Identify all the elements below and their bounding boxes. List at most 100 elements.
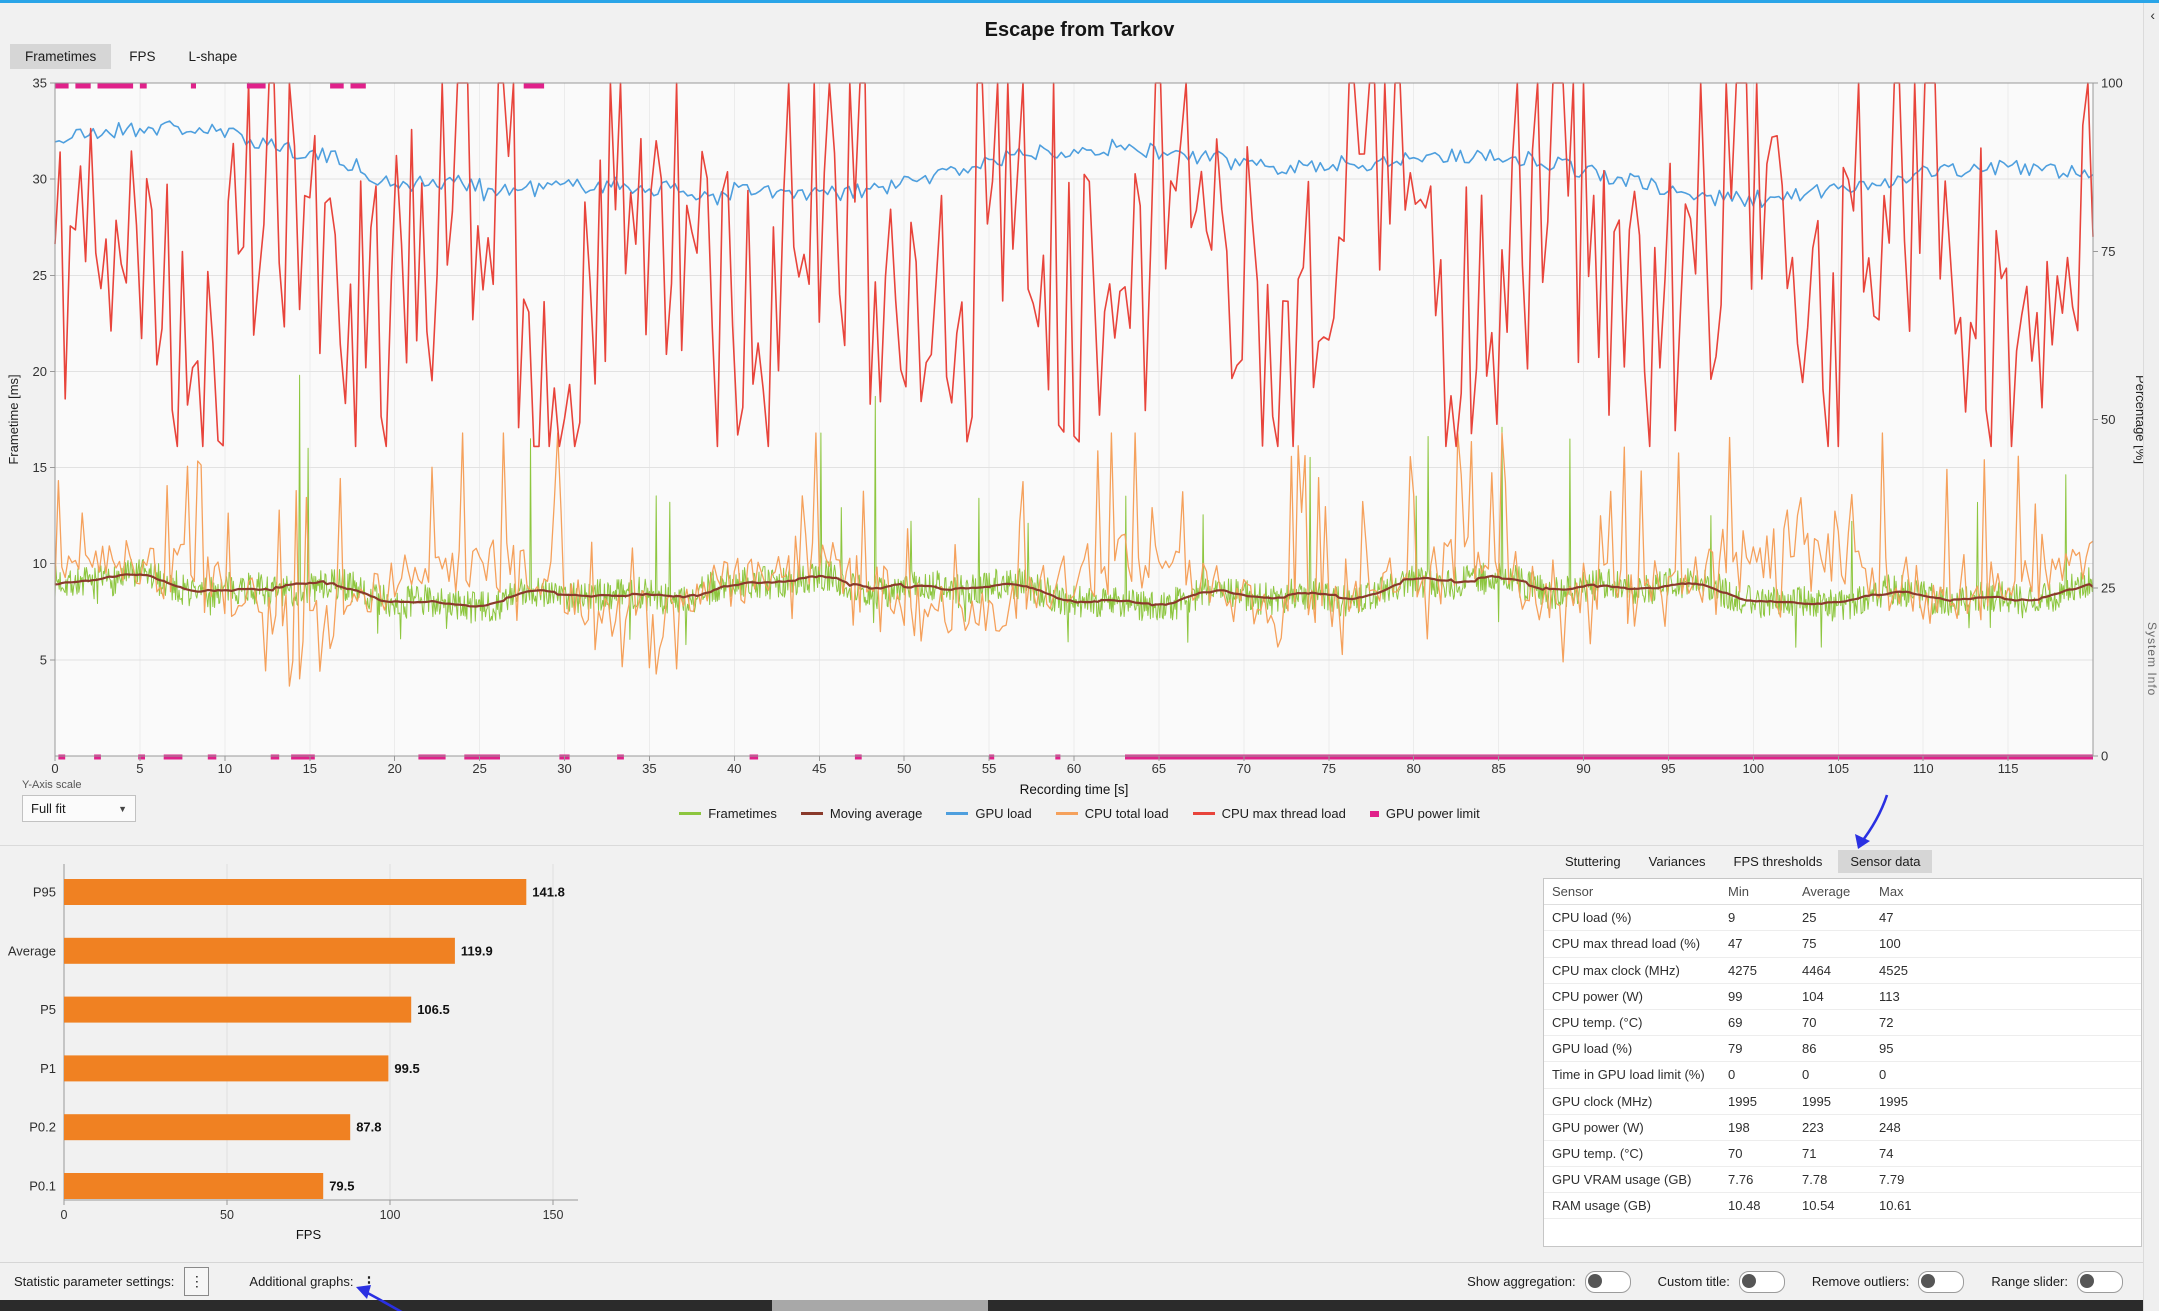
- svg-text:30: 30: [557, 761, 571, 776]
- svg-text:10: 10: [218, 761, 232, 776]
- svg-text:105: 105: [1827, 761, 1849, 776]
- frametime-chart[interactable]: 5 10 15 20 25 30 35 0 25 50 75 100 0 5 10 15 20 25 30 35 40 4…: [0, 72, 2159, 812]
- toggle-label: Show aggregation:: [1467, 1274, 1576, 1289]
- sensor-cell: 71: [1802, 1145, 1817, 1161]
- sensor-cell: 1995: [1802, 1093, 1831, 1109]
- additional-graphs-button[interactable]: ⋮: [361, 1273, 376, 1291]
- sensor-cell: 10.54: [1802, 1198, 1835, 1214]
- sensor-row-gpu-temp-c: GPU temp. (°C) 70 71 74: [1544, 1141, 2141, 1168]
- analysis-tab-fps-thresholds[interactable]: FPS thresholds: [1733, 854, 1823, 869]
- kebab-icon: ⋮: [189, 1273, 204, 1289]
- svg-text:85: 85: [1491, 761, 1505, 776]
- svg-text:30: 30: [33, 172, 47, 187]
- svg-text:95: 95: [1661, 761, 1675, 776]
- sensor-col-header: Max: [1879, 884, 1904, 900]
- bottom-edge-light-segment: [772, 1300, 988, 1311]
- svg-text:45: 45: [812, 761, 826, 776]
- svg-text:100: 100: [380, 1208, 401, 1222]
- sensor-cell: 86: [1802, 1041, 1817, 1057]
- sensor-cell: 79: [1728, 1041, 1743, 1057]
- sensor-cell: 75: [1802, 936, 1817, 952]
- legend-item-frametimes: Frametimes: [679, 806, 777, 821]
- sensor-cell: CPU load (%): [1552, 910, 1632, 926]
- legend-label: CPU max thread load: [1221, 806, 1346, 821]
- y-axis-scale-combobox[interactable]: Full fit ▼: [22, 795, 136, 822]
- svg-text:70: 70: [1237, 761, 1251, 776]
- sensor-cell: 69: [1728, 1015, 1743, 1031]
- toggle-group-custom-title: Custom title:: [1658, 1270, 1785, 1293]
- tab-l-shape[interactable]: L-shape: [188, 49, 238, 64]
- tab-frametimes[interactable]: Frametimes: [10, 44, 112, 69]
- svg-text:P0.1: P0.1: [29, 1179, 56, 1194]
- sensor-cell: 223: [1802, 1119, 1824, 1135]
- toggle-switch-custom-title[interactable]: [1738, 1270, 1785, 1293]
- sensor-cell: 10.48: [1728, 1198, 1761, 1214]
- sensor-cell: 95: [1879, 1041, 1894, 1057]
- tab-fps[interactable]: FPS: [129, 49, 156, 64]
- svg-text:99.5: 99.5: [394, 1061, 419, 1076]
- statistic-parameter-settings-button[interactable]: ⋮: [184, 1267, 210, 1296]
- toggle-knob: [1587, 1273, 1602, 1288]
- legend-item-moving-average: Moving average: [800, 806, 922, 821]
- sensor-row-time-in-gpu-load-limit: Time in GPU load limit (%) 0 0 0: [1544, 1062, 2141, 1089]
- toggle-knob: [2080, 1273, 2094, 1288]
- svg-text:110: 110: [1913, 761, 1934, 776]
- sensor-cell: 47: [1879, 910, 1894, 926]
- sensor-cell: 4464: [1802, 962, 1831, 978]
- y-axis-scale-control: Y-Axis scale Full fit ▼: [22, 779, 136, 822]
- sensor-cell: 248: [1879, 1119, 1901, 1135]
- sensor-cell: RAM usage (GB): [1552, 1198, 1651, 1214]
- svg-text:P1: P1: [40, 1061, 56, 1076]
- svg-text:15: 15: [303, 761, 317, 776]
- collapse-panel-icon[interactable]: ‹: [2150, 7, 2155, 23]
- y-axis-scale-value: Full fit: [31, 801, 66, 816]
- analysis-tab-variances[interactable]: Variances: [1648, 854, 1706, 869]
- sensor-col-header: Min: [1728, 884, 1749, 900]
- toggle-switch-remove-outliers[interactable]: [1918, 1270, 1965, 1293]
- sensor-cell: 9: [1728, 910, 1736, 926]
- sensor-cell: 99: [1728, 988, 1743, 1004]
- svg-text:35: 35: [33, 76, 47, 91]
- sensor-cell: GPU load (%): [1552, 1041, 1633, 1057]
- analysis-tab-stuttering[interactable]: Stuttering: [1565, 854, 1621, 869]
- svg-text:55: 55: [982, 761, 996, 776]
- sensor-row-gpu-clock-mhz: GPU clock (MHz) 1995 1995 1995: [1544, 1089, 2141, 1115]
- svg-text:P0.2: P0.2: [29, 1120, 56, 1135]
- sensor-col-header: Sensor: [1552, 884, 1594, 900]
- svg-text:Recording time [s]: Recording time [s]: [1020, 782, 1129, 797]
- toggle-group-remove-outliers: Remove outliers:: [1812, 1270, 1965, 1293]
- side-panel-rail: [2143, 0, 2159, 1311]
- sensor-row-cpu-max-thread-load: CPU max thread load (%) 47 75 100: [1544, 931, 2141, 958]
- svg-text:20: 20: [33, 364, 47, 379]
- sensor-row-cpu-temp-c: CPU temp. (°C) 69 70 72: [1544, 1010, 2141, 1037]
- analysis-tab-bar: Stuttering Variances FPS thresholds Sensor …: [1553, 850, 2141, 873]
- sensor-cell: 4275: [1728, 962, 1757, 978]
- svg-text:90: 90: [1576, 761, 1590, 776]
- legend-item-cpu-total-load: CPU total load: [1055, 806, 1169, 821]
- sensor-row-cpu-load: CPU load (%) 9 25 47: [1544, 905, 2141, 932]
- section-divider: [0, 845, 2159, 846]
- svg-text:79.5: 79.5: [329, 1179, 354, 1194]
- analysis-panel: Stuttering Variances FPS thresholds Sensor …: [1540, 850, 2142, 1250]
- svg-text:106.5: 106.5: [417, 1002, 450, 1017]
- svg-text:10: 10: [33, 556, 47, 571]
- toggle-group-show-aggregation: Show aggregation:: [1467, 1270, 1631, 1293]
- chart-tab-bar: Frametimes FPS L-shape: [10, 44, 252, 69]
- legend-label: CPU total load: [1084, 806, 1169, 821]
- sensor-row-gpu-vram-usage-gb: GPU VRAM usage (GB) 7.76 7.78 7.79: [1544, 1167, 2141, 1194]
- legend-swatch: [679, 812, 702, 815]
- svg-text:119.9: 119.9: [461, 943, 493, 958]
- svg-text:FPS: FPS: [296, 1227, 322, 1242]
- system-info-tab[interactable]: System Info: [2145, 622, 2159, 697]
- sensor-cell: 100: [1879, 936, 1901, 952]
- chevron-down-icon: ▼: [118, 803, 127, 814]
- analysis-tab-sensor-data[interactable]: Sensor data: [1838, 850, 1933, 873]
- bottom-window-edge: [0, 1300, 2159, 1311]
- toggle-switch-show-aggregation[interactable]: [1584, 1270, 1631, 1293]
- legend-swatch: [1369, 810, 1379, 817]
- svg-text:0: 0: [61, 1208, 68, 1222]
- toggle-switch-range-slider[interactable]: [2077, 1270, 2123, 1293]
- sensor-table-body: CPU load (%) 9 25 47 CPU max thread load (%)…: [1544, 905, 2141, 1220]
- svg-text:Frametime [ms]: Frametime [ms]: [6, 374, 21, 464]
- fps-percentile-panel: 0 50 100 150 P95 141.8 Average 119.9 P5 106.5 P1 99…: [0, 848, 600, 1248]
